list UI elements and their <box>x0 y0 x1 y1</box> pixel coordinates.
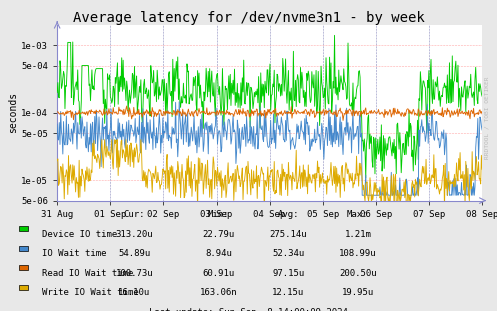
Text: Write IO Wait time: Write IO Wait time <box>42 288 139 297</box>
Text: 100.73u: 100.73u <box>115 269 153 278</box>
Text: Device IO time: Device IO time <box>42 230 117 239</box>
Text: Cur:: Cur: <box>123 210 145 219</box>
Text: 1.21m: 1.21m <box>344 230 371 239</box>
Text: RRDTOOL / TOBI OETIKER: RRDTOOL / TOBI OETIKER <box>485 77 490 160</box>
Text: 108.99u: 108.99u <box>339 249 377 258</box>
Text: 52.34u: 52.34u <box>272 249 304 258</box>
Text: 163.06n: 163.06n <box>200 288 238 297</box>
Text: 22.79u: 22.79u <box>203 230 235 239</box>
Text: Max:: Max: <box>347 210 369 219</box>
Text: 60.91u: 60.91u <box>203 269 235 278</box>
Text: 313.20u: 313.20u <box>115 230 153 239</box>
Text: Average latency for /dev/nvme3n1 - by week: Average latency for /dev/nvme3n1 - by we… <box>73 11 424 25</box>
Text: 8.94u: 8.94u <box>205 249 232 258</box>
Text: 97.15u: 97.15u <box>272 269 304 278</box>
Text: 54.89u: 54.89u <box>118 249 150 258</box>
Text: 19.95u: 19.95u <box>342 288 374 297</box>
Text: Last update: Sun Sep  8 14:00:09 2024: Last update: Sun Sep 8 14:00:09 2024 <box>149 308 348 311</box>
Text: 200.50u: 200.50u <box>339 269 377 278</box>
Text: 16.10u: 16.10u <box>118 288 150 297</box>
Text: Avg:: Avg: <box>277 210 299 219</box>
Y-axis label: seconds: seconds <box>8 92 18 133</box>
Text: Min:: Min: <box>208 210 230 219</box>
Text: 275.14u: 275.14u <box>269 230 307 239</box>
Text: Read IO Wait time: Read IO Wait time <box>42 269 134 278</box>
Text: 12.15u: 12.15u <box>272 288 304 297</box>
Text: IO Wait time: IO Wait time <box>42 249 107 258</box>
